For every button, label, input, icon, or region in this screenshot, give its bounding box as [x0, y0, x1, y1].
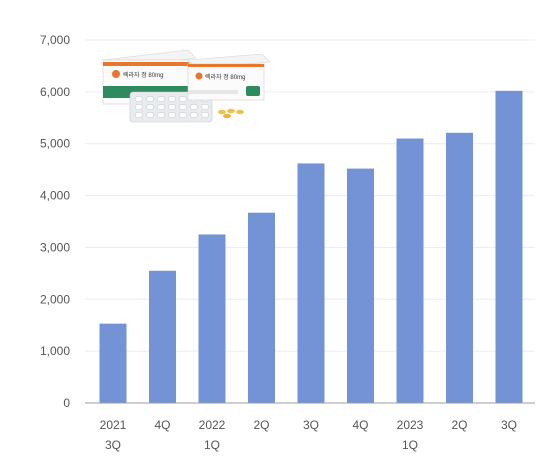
- blister-cell: [145, 111, 155, 119]
- x-tick-label: 3Q: [303, 418, 319, 432]
- bars: [99, 90, 523, 403]
- blister-cell: [134, 103, 144, 111]
- blister-cell: [156, 103, 166, 111]
- y-tick-label: 4,000: [40, 189, 70, 203]
- blister-cell: [189, 103, 199, 111]
- x-tick-label: 2Q: [451, 418, 467, 432]
- x-tick-label: 2Q: [253, 418, 269, 432]
- blister-cell: [200, 103, 210, 111]
- bar: [297, 163, 325, 403]
- x-tick-label: 4Q: [154, 418, 170, 432]
- blister-cell: [156, 95, 166, 103]
- blister-cell: [167, 111, 177, 119]
- x-tick-label: 2023: [397, 418, 424, 432]
- bar: [99, 323, 127, 403]
- blister-cell: [200, 111, 210, 119]
- bar: [446, 132, 473, 403]
- bar: [149, 270, 176, 403]
- x-tick-label: 1Q: [402, 438, 418, 452]
- y-tick-label: 3,000: [40, 240, 70, 254]
- product-image: 렉라자 정 80mg 렉라자 정 80mg: [102, 49, 271, 123]
- medicine-box-right: 렉라자 정 80mg: [187, 53, 271, 101]
- x-tick-label: 3Q: [501, 418, 517, 432]
- y-tick-label: 1,000: [40, 344, 70, 358]
- blister-cell: [145, 103, 155, 111]
- bar: [495, 90, 523, 403]
- bar: [347, 168, 374, 403]
- x-axis-tick-labels: 2021 3Q 4Q 2022 1Q 2Q 3Q 4Q 2023 1Q 2Q 3Q: [100, 418, 517, 452]
- x-tick-label: 2022: [199, 418, 226, 432]
- bar: [396, 138, 424, 403]
- blister-cell: [178, 111, 188, 119]
- x-tick-label: 3Q: [105, 438, 121, 452]
- blister-cell: [189, 111, 199, 119]
- x-tick-label: 4Q: [352, 418, 368, 432]
- blister-cell: [178, 103, 188, 111]
- loose-pills: [218, 108, 244, 119]
- box-right-label: 렉라자 정 80mg: [205, 73, 245, 81]
- blister-cell: [167, 95, 177, 103]
- blister-cell: [167, 103, 177, 111]
- bar: [198, 234, 226, 403]
- y-tick-label: 2,000: [40, 292, 70, 306]
- y-tick-label: 7,000: [40, 33, 70, 47]
- y-axis-tick-labels: 0 1,000 2,000 3,000 4,000 5,000 6,000 7,000: [40, 33, 70, 410]
- blister-cell: [156, 111, 166, 119]
- blister-cell: [134, 95, 144, 103]
- blister-cell: [134, 111, 144, 119]
- blister-cell: [145, 95, 155, 103]
- blister-cell: [178, 95, 188, 103]
- y-tick-label: 5,000: [40, 137, 70, 151]
- box-left-label: 렉라자 정 80mg: [123, 71, 163, 79]
- bar: [248, 212, 275, 403]
- y-tick-label: 6,000: [40, 85, 70, 99]
- y-tick-label: 0: [63, 396, 70, 410]
- x-tick-label: 2021: [100, 418, 127, 432]
- x-tick-label: 1Q: [204, 438, 220, 452]
